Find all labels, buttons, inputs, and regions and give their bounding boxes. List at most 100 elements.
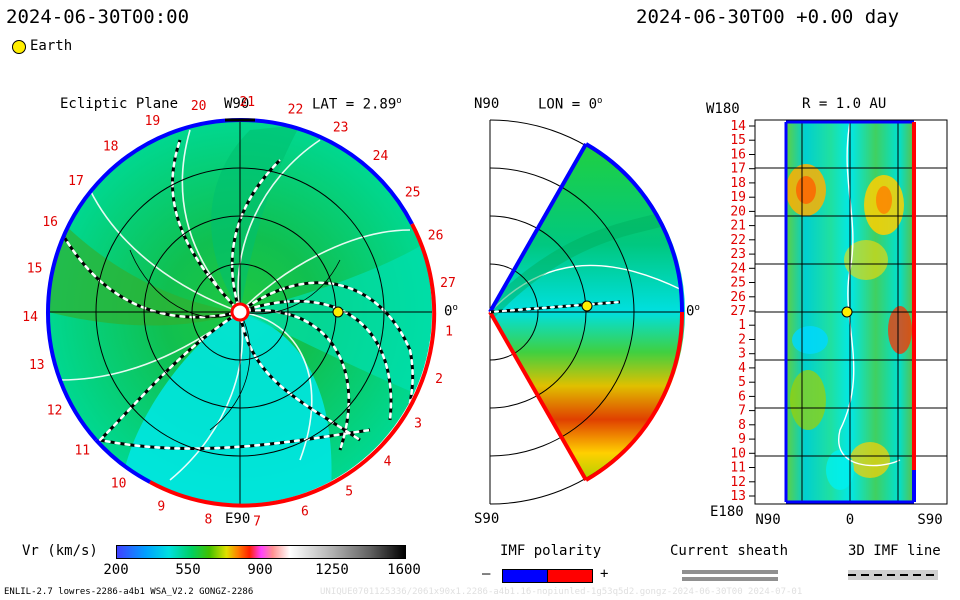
carrington-label: 15 <box>27 261 43 276</box>
carrington-label: 16 <box>42 215 58 230</box>
imf-plus-label: + <box>600 566 609 582</box>
carrington-label: 1 <box>445 325 453 340</box>
earth-legend-label: Earth <box>30 38 73 54</box>
carrington-label: 8 <box>204 513 212 528</box>
radial-y-label: 13 <box>730 489 746 504</box>
footer-right: UNIQUE0701125336/2061x90x1.2286-a4b1.16-… <box>320 587 803 597</box>
radial-y-label: 21 <box>730 219 746 234</box>
carrington-label: 20 <box>191 99 207 114</box>
radial-x-label: 0 <box>846 512 854 528</box>
green-band <box>48 220 240 326</box>
meridional-top-label: N90 <box>474 96 500 112</box>
carrington-label: 19 <box>145 114 161 129</box>
radial-y-label: 23 <box>730 247 746 262</box>
radial-y-label: 9 <box>738 432 746 447</box>
imf-positive-swatch <box>547 569 593 583</box>
ecliptic-title: Ecliptic Plane <box>60 96 179 112</box>
carrington-label: 24 <box>373 149 389 164</box>
colorbar-tick-label: 550 <box>175 562 201 578</box>
carrington-label: 23 <box>333 121 349 136</box>
footer-left: ENLIL-2.7 lowres-2286-a4b1 WSA_V2.2 GONG… <box>4 587 254 597</box>
radial-y-label: 14 <box>730 119 746 134</box>
current-sheath-label: Current sheath <box>670 543 789 559</box>
radial-y-label: 10 <box>730 446 746 461</box>
carrington-label: 21 <box>239 95 255 110</box>
carrington-label: 7 <box>253 514 261 529</box>
radial-y-label: 2 <box>738 333 746 348</box>
earth-marker-icon <box>12 40 26 54</box>
carrington-label: 3 <box>414 416 422 431</box>
imf-line-label: 3D IMF line <box>848 543 941 559</box>
colorbar-tick-label: 200 <box>103 562 129 578</box>
current-sheath-swatch-1 <box>682 570 778 574</box>
colorbar-tick-label: 1250 <box>315 562 349 578</box>
radial-y-label: 6 <box>738 389 746 404</box>
carrington-label: 22 <box>288 103 304 118</box>
radial-y-label: 25 <box>730 276 746 291</box>
carrington-label: 14 <box>22 310 38 325</box>
header-left-datetime: 2024-06-30T00:00 <box>6 6 190 28</box>
meridional-lon-label: LON = 0o <box>538 96 603 113</box>
radial-title: R = 1.0 AU <box>802 96 887 112</box>
carrington-label: 5 <box>345 484 353 499</box>
sun-marker <box>230 302 250 322</box>
radial-y-label: 22 <box>730 233 746 248</box>
radial-y-label: 7 <box>738 404 746 419</box>
earth-marker-meridional <box>581 300 593 312</box>
radial-y-label: 15 <box>730 133 746 148</box>
imf-polarity-label: IMF polarity <box>500 543 602 559</box>
radial-y-label: 19 <box>730 190 746 205</box>
imf-line-swatch <box>848 570 938 580</box>
radial-y-label: 12 <box>730 475 746 490</box>
carrington-label: 18 <box>103 140 119 155</box>
radial-y-label: 17 <box>730 162 746 177</box>
carrington-label: 10 <box>111 476 127 491</box>
radial-y-label: 24 <box>730 261 746 276</box>
radial-y-label: 18 <box>730 176 746 191</box>
imf-negative-swatch <box>502 569 548 583</box>
colorbar-ticks: 200 550 900 1250 1600 <box>0 562 960 580</box>
ecliptic-lat-label: LAT = 2.89o <box>312 96 402 113</box>
radial-x-label: S90 <box>917 512 942 528</box>
header-right-datetime: 2024-06-30T00 +0.00 day <box>636 6 900 28</box>
radial-y-label: 11 <box>730 461 746 476</box>
radial-top-left-label: W180 <box>706 101 740 117</box>
carrington-label: 17 <box>68 174 84 189</box>
radial-y-label: 3 <box>738 347 746 362</box>
colorbar-label: Vr (km/s) <box>22 543 98 559</box>
radial-y-label: 20 <box>730 204 746 219</box>
carrington-label: 25 <box>405 186 421 201</box>
radial-y-label: 4 <box>738 361 746 376</box>
meridional-right-label: 0o <box>686 303 700 320</box>
carrington-label: 9 <box>157 500 165 515</box>
carrington-label: 11 <box>74 444 90 459</box>
carrington-label: 2 <box>435 372 443 387</box>
radial-x-label: N90 <box>755 512 780 528</box>
colorbar-tick-label: 900 <box>247 562 273 578</box>
carrington-label: 13 <box>29 358 45 373</box>
carrington-label: 4 <box>384 454 392 469</box>
radial-y-label: 27 <box>730 304 746 319</box>
colorbar-tick-label: 1600 <box>387 562 421 578</box>
radial-y-label: 8 <box>738 418 746 433</box>
ecliptic-bottom-label: E90 <box>225 511 251 527</box>
imf-minus-label: – <box>482 566 491 582</box>
earth-marker-ecliptic <box>332 306 344 318</box>
radial-y-label: 26 <box>730 290 746 305</box>
ecliptic-top-label: W90 <box>224 96 250 112</box>
radial-y-label: 5 <box>738 375 746 390</box>
radial-y-label: 16 <box>730 148 746 163</box>
radial-y-label: 1 <box>738 318 746 333</box>
meridional-bottom-label: S90 <box>474 511 500 527</box>
radial-bottom-left-label: E180 <box>710 504 744 520</box>
carrington-label: 12 <box>47 404 63 419</box>
carrington-label: 6 <box>301 505 309 520</box>
carrington-label: 26 <box>428 229 444 244</box>
earth-marker-radial <box>841 306 853 318</box>
carrington-label: 27 <box>440 276 456 291</box>
current-sheath-swatch-2 <box>682 577 778 581</box>
colorbar <box>116 545 406 559</box>
